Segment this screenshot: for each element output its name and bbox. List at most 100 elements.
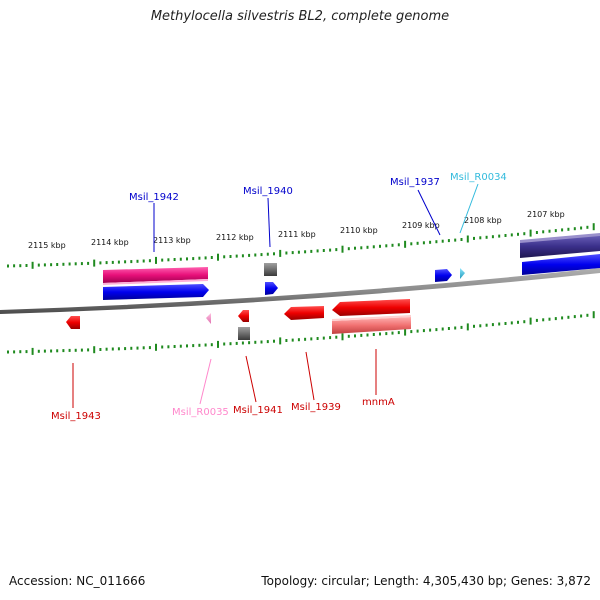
minor-tick (248, 341, 251, 345)
gene-label-msil-r0034[interactable]: Msil_R0034 (450, 172, 507, 183)
minor-tick (173, 345, 176, 348)
major-tick (155, 343, 157, 351)
minor-tick (229, 342, 232, 346)
tick-label: 2107 kbp (527, 210, 565, 219)
minor-tick (491, 323, 494, 327)
minor-tick (335, 248, 338, 252)
hit-bar-salmon[interactable] (332, 317, 411, 334)
gene-label-msil-1939[interactable]: Msil_1939 (291, 402, 341, 413)
major-tick (404, 240, 407, 248)
minor-tick (56, 349, 59, 353)
minor-tick (548, 229, 551, 233)
minor-tick (429, 240, 432, 244)
minor-tick (74, 262, 77, 266)
minor-tick (316, 249, 319, 253)
pseudogene-box-lower[interactable] (238, 327, 250, 340)
minor-tick (485, 235, 488, 239)
minor-tick (523, 320, 526, 324)
gene-arrow-msil-1939[interactable] (284, 306, 324, 320)
minor-tick (586, 313, 589, 317)
gene-label-msil-1941[interactable]: Msil_1941 (233, 405, 283, 416)
minor-tick (435, 328, 438, 332)
map-title: Methylocella silvestris BL2, complete ge… (150, 9, 450, 24)
gene-label-msil-1943[interactable]: Msil_1943 (51, 411, 101, 422)
minor-tick (7, 264, 9, 268)
minor-tick (235, 341, 238, 345)
gene-arrow-msil-1942[interactable] (103, 284, 209, 300)
minor-tick (7, 350, 9, 354)
minor-tick (580, 314, 583, 318)
minor-tick (304, 250, 307, 254)
minor-tick (87, 348, 90, 352)
minor-tick (291, 251, 294, 255)
minor-tick (229, 255, 232, 258)
genome-summary: Topology: circular; Length: 4,305,430 bp… (261, 574, 591, 588)
minor-tick (186, 257, 188, 261)
gene-label-msil-1937[interactable]: Msil_1937 (390, 177, 440, 188)
minor-tick (372, 333, 375, 336)
gene-arrow-msil-1941[interactable] (238, 310, 249, 322)
ruler-labels: 2115 kbp 2114 kbp 2113 kbp 2112 kbp 2111… (28, 210, 565, 250)
minor-tick (117, 260, 120, 264)
minor-tick (586, 225, 589, 229)
minor-tick (148, 346, 151, 350)
genome-backbone (0, 268, 600, 314)
minor-tick (410, 242, 413, 246)
gene-arrow-msil-1937[interactable] (435, 269, 452, 282)
minor-tick (167, 258, 170, 262)
minor-tick (179, 257, 182, 261)
minor-tick (111, 347, 114, 351)
ncrna-arrow-msil-r0035[interactable] (206, 313, 211, 324)
pseudogene-box-upper[interactable] (264, 263, 277, 276)
minor-tick (473, 324, 475, 328)
minor-tick (179, 344, 182, 348)
forward-strand-features[interactable] (103, 254, 600, 300)
minor-tick (422, 241, 425, 245)
minor-tick (254, 253, 257, 257)
minor-tick (454, 238, 457, 242)
minor-tick (43, 349, 46, 353)
gene-label-msil-1942[interactable]: Msil_1942 (129, 192, 179, 203)
minor-tick (385, 244, 388, 248)
minor-tick (354, 334, 356, 338)
minor-tick (479, 236, 482, 240)
minor-tick (372, 245, 375, 249)
gene-arrow-mnma[interactable] (332, 299, 410, 316)
minor-tick (285, 339, 288, 342)
gene-arrow-msil-1940[interactable] (265, 282, 278, 295)
tick-label: 2109 kbp (402, 221, 440, 230)
minor-tick (435, 240, 438, 244)
hit-bar-magenta-shadow (103, 279, 208, 285)
minor-tick (366, 333, 369, 337)
leader-msil-1941 (245, 355, 257, 403)
minor-tick (13, 350, 16, 354)
ncrna-arrow-msil-r0034[interactable] (460, 268, 465, 279)
gene-arrow-msil-1943[interactable] (66, 316, 80, 329)
reverse-strand-features[interactable] (66, 299, 411, 340)
hit-bar-magenta[interactable] (103, 267, 208, 283)
leader-msil-r0035 (199, 358, 212, 405)
tick-label: 2113 kbp (153, 236, 191, 245)
gene-label-mnma[interactable]: mnmA (362, 397, 395, 408)
leader-msil-1940 (267, 197, 271, 248)
label-leaders (72, 183, 479, 408)
minor-tick (130, 346, 133, 350)
major-tick (341, 333, 344, 341)
gene-label-msil-1940[interactable]: Msil_1940 (243, 186, 293, 197)
ruler-ticks-lower (7, 311, 595, 355)
hit-bar-salmon-highlight (332, 315, 411, 321)
minor-tick (310, 337, 313, 341)
minor-tick (241, 341, 244, 345)
gene-arrow-blue-right[interactable] (522, 254, 600, 275)
major-tick (529, 317, 532, 325)
minor-tick (360, 333, 363, 337)
minor-tick (248, 253, 251, 257)
feature-hits-outer[interactable] (103, 233, 600, 285)
minor-tick (316, 337, 319, 340)
minor-tick (580, 226, 583, 230)
minor-tick (13, 264, 16, 268)
minor-tick (360, 246, 363, 250)
minor-tick (329, 336, 332, 340)
gene-label-msil-r0035[interactable]: Msil_R0035 (172, 407, 229, 418)
